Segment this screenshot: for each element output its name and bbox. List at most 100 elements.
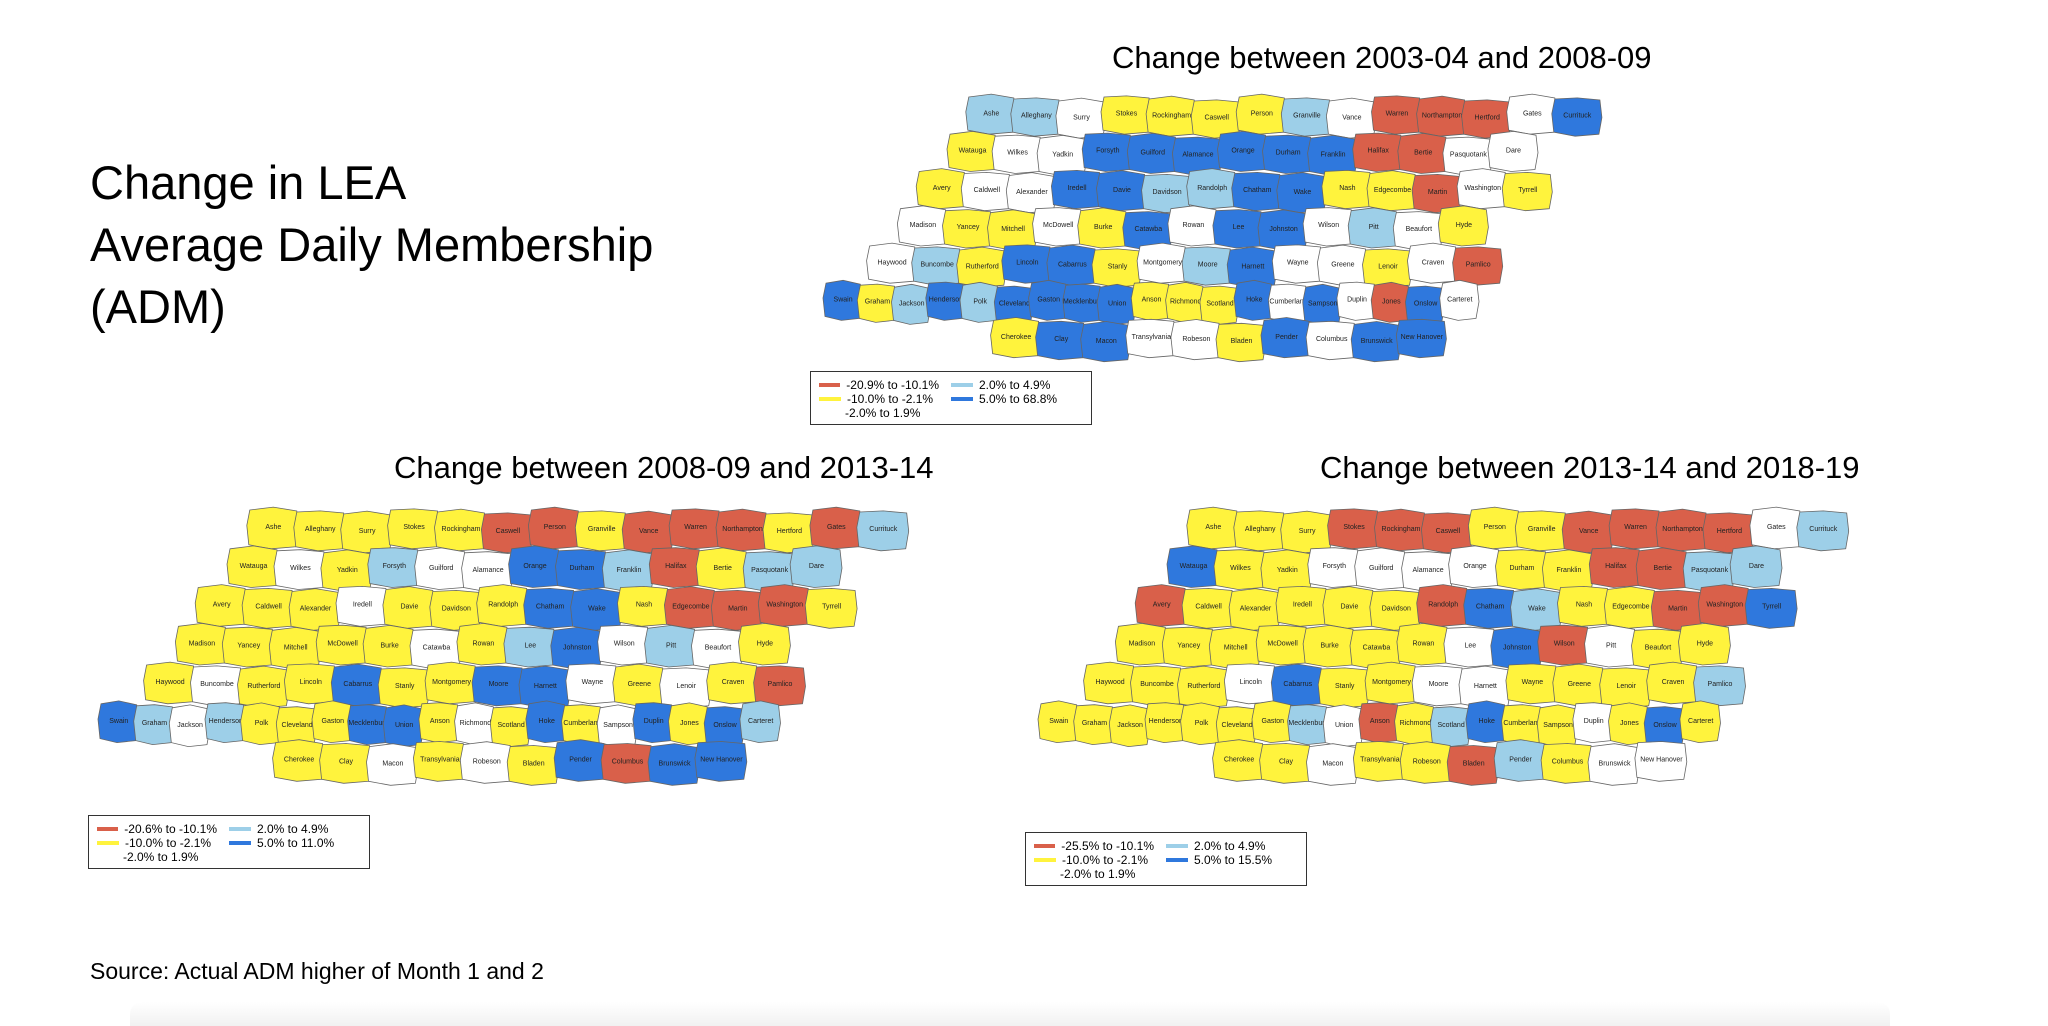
county-label: Vance xyxy=(1342,114,1361,121)
county-label: Washington xyxy=(1706,602,1743,609)
county-label: Macon xyxy=(1322,761,1343,768)
county-pamlico xyxy=(1693,665,1746,707)
county-label: Edgecombe xyxy=(672,604,709,611)
county-label: Bertie xyxy=(714,565,732,572)
county-label: Iredell xyxy=(353,602,373,609)
legend-range-red: -25.5% to -10.1% xyxy=(1061,839,1154,853)
county-label: Pasquotank xyxy=(1691,567,1728,574)
county-label: Greene xyxy=(1568,681,1591,688)
county-label: Montgomery xyxy=(1143,259,1182,266)
county-label: Durham xyxy=(1509,565,1534,572)
county-label: Pamlico xyxy=(1466,261,1491,268)
county-new-hanover xyxy=(1634,741,1688,782)
county-label: Mecklenburg xyxy=(1288,720,1328,727)
county-bladen xyxy=(1446,745,1500,786)
county-label: Pamlico xyxy=(1708,681,1733,688)
county-label: Davie xyxy=(1340,604,1358,611)
county-label: Chatham xyxy=(1243,187,1272,194)
county-label: Johnston xyxy=(1269,226,1298,233)
county-dare xyxy=(1729,545,1783,588)
county-label: Cumberland xyxy=(1503,720,1541,727)
county-label: Onslow xyxy=(1414,301,1438,308)
county-label: McDowell xyxy=(327,641,358,648)
county-label: Tyrrell xyxy=(822,604,842,611)
county-label: Caswell xyxy=(1436,528,1461,535)
county-label: Alleghany xyxy=(1021,112,1052,119)
county-label: Pasquotank xyxy=(1450,152,1487,159)
legend-range-white: -2.0% to 1.9% xyxy=(123,850,199,864)
map-1-nc-counties: Ashe Alleghany Surry Stokes Rockingham Caswel… xyxy=(822,93,1603,363)
county-label: Greene xyxy=(1331,261,1354,268)
county-label: Polk xyxy=(973,299,987,306)
county-bladen xyxy=(506,745,560,786)
county-label: New Hanover xyxy=(1640,757,1683,764)
county-carteret xyxy=(1679,700,1721,744)
county-label: Pitt xyxy=(1606,643,1616,650)
map-2-nc-counties: Ashe Alleghany Surry Stokes Rockingham Caswel… xyxy=(97,506,910,786)
county-label: Madison xyxy=(1129,641,1156,648)
county-macon xyxy=(1080,321,1132,363)
county-label: Surry xyxy=(1073,114,1090,121)
county-label: Jones xyxy=(1382,299,1401,306)
county-jackson xyxy=(168,704,211,748)
county-label: Caldwell xyxy=(1195,604,1222,611)
county-label: Hyde xyxy=(1456,222,1472,229)
county-carteret xyxy=(739,700,781,744)
county-label: Union xyxy=(1335,722,1353,729)
county-label: Franklin xyxy=(616,567,641,574)
county-label: Orange xyxy=(1231,148,1254,155)
county-label: Forsyth xyxy=(383,563,406,570)
county-currituck xyxy=(856,510,910,552)
county-label: Currituck xyxy=(1563,112,1592,119)
county-label: Ashe xyxy=(1205,524,1221,531)
county-label: Buncombe xyxy=(1140,681,1174,688)
county-label: Randolph xyxy=(1428,602,1458,609)
legend-swatch-light-blue xyxy=(951,383,973,387)
county-label: Yadkin xyxy=(337,567,358,574)
legend-swatch-yellow xyxy=(819,397,841,401)
county-label: Alamance xyxy=(473,567,504,574)
county-label: Stanly xyxy=(395,683,415,690)
county-label: Hyde xyxy=(757,641,773,648)
county-label: Catawba xyxy=(1363,645,1391,652)
legend-range-light-blue: 2.0% to 4.9% xyxy=(1194,839,1266,853)
slide-title-line-3: (ADM) xyxy=(90,280,226,333)
county-label: Polk xyxy=(255,720,269,727)
county-label: Avery xyxy=(213,602,231,609)
county-label: Anson xyxy=(1370,718,1390,725)
county-label: Bladen xyxy=(523,761,545,768)
county-label: Pender xyxy=(569,757,592,764)
county-label: Watauga xyxy=(240,563,268,570)
county-label: Cherokee xyxy=(1224,757,1254,764)
county-label: Lee xyxy=(524,643,536,650)
county-label: Clay xyxy=(1279,759,1294,766)
county-label: Alleghany xyxy=(305,526,336,533)
county-rutherford xyxy=(237,665,290,709)
county-label: Nash xyxy=(1576,602,1592,609)
county-label: Surry xyxy=(1299,528,1316,535)
county-label: Jones xyxy=(1620,720,1639,727)
county-scotland xyxy=(1199,285,1240,325)
county-jackson xyxy=(891,283,932,325)
county-label: Yancey xyxy=(957,224,980,231)
county-label: Harnett xyxy=(1241,263,1264,270)
county-label: Burke xyxy=(1094,224,1112,231)
county-label: Montgomery xyxy=(1372,679,1411,686)
county-label: Buncombe xyxy=(920,261,954,268)
county-label: Randolph xyxy=(488,602,518,609)
county-label: Columbus xyxy=(612,759,644,766)
county-label: Transylvania xyxy=(1132,334,1172,341)
map-2-legend: -20.6% to -10.1% 2.0% to 4.9% -10.0% to … xyxy=(88,815,370,869)
county-label: Sampson xyxy=(1543,722,1573,729)
county-label: Gaston xyxy=(322,718,345,725)
county-label: Transylvania xyxy=(420,757,460,764)
county-lenoir xyxy=(1599,667,1653,709)
county-label: Tyrrell xyxy=(1762,604,1782,611)
county-label: Stanly xyxy=(1335,683,1355,690)
legend-range-red: -20.6% to -10.1% xyxy=(124,822,217,836)
county-label: Granville xyxy=(588,526,616,533)
county-scotland xyxy=(489,706,532,748)
county-label: Hertford xyxy=(1717,528,1742,535)
county-label: Lenoir xyxy=(1616,683,1636,690)
county-label: Rowan xyxy=(1413,641,1435,648)
